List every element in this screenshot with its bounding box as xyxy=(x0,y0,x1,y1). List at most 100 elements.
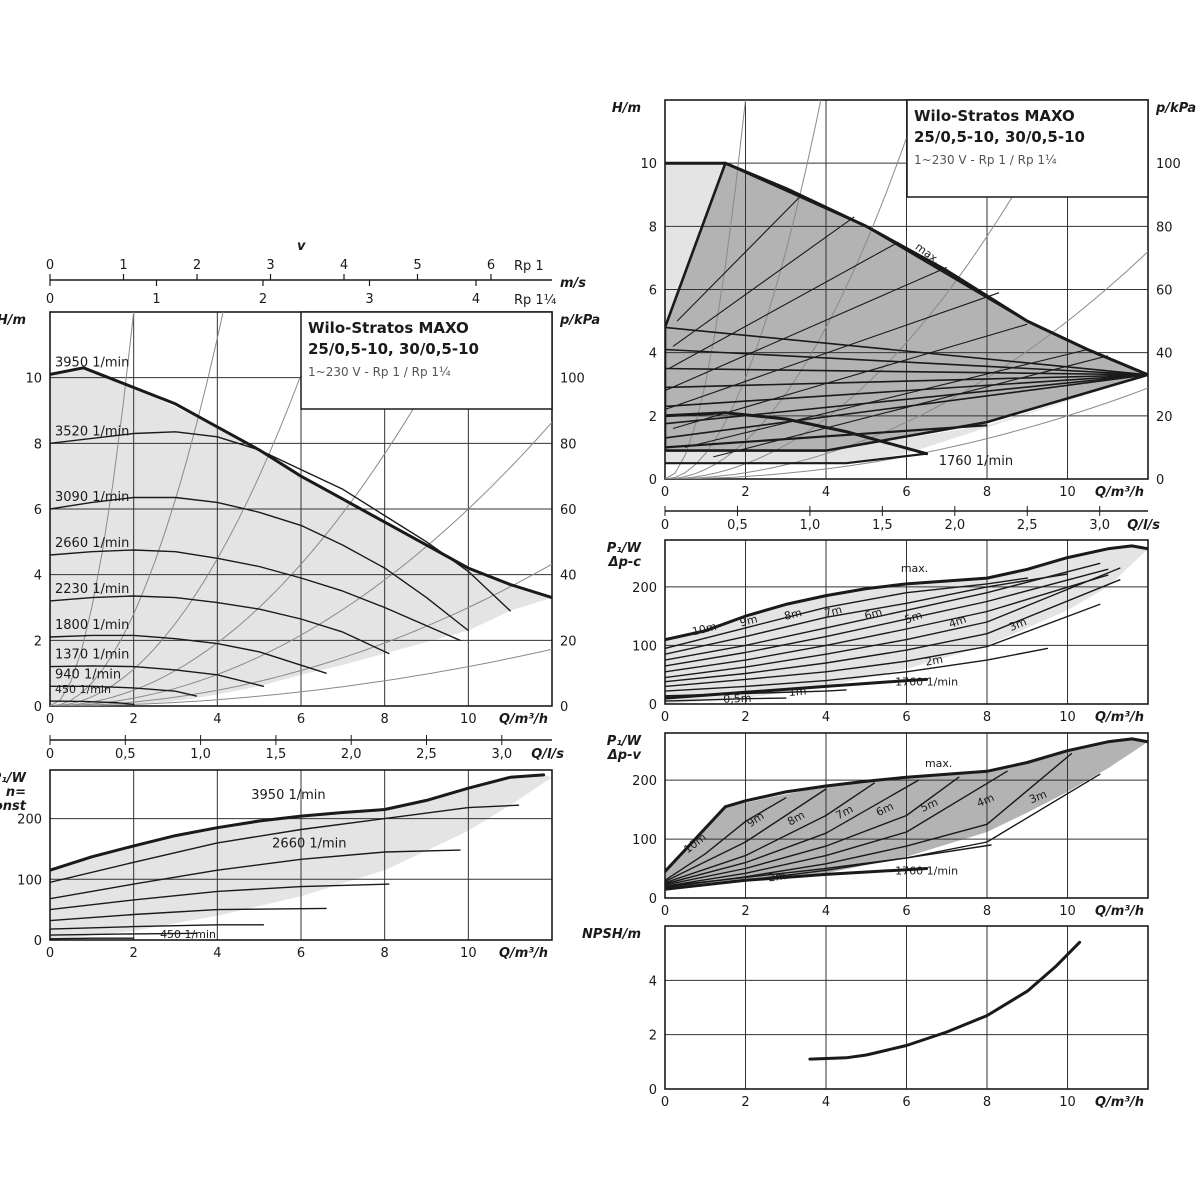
series-line xyxy=(665,773,1101,890)
series-line xyxy=(665,737,1148,873)
series-line xyxy=(50,700,135,706)
curve-label: 4m xyxy=(947,613,968,631)
series-label: 450 1/min xyxy=(160,928,216,941)
series-label: 2660 1/min xyxy=(55,536,129,551)
product-info-box-left: Wilo-Stratos MAXO 25/0,5-10, 30/0,5-10 1… xyxy=(300,311,553,410)
secondary-axis-tick-label: 2,0 xyxy=(341,747,362,762)
series-line xyxy=(50,849,461,900)
y2-tick-label: 60 xyxy=(1156,284,1173,299)
series-line xyxy=(665,577,1028,650)
plot-frame xyxy=(664,732,1149,899)
x-tick-label: 4 xyxy=(213,712,221,727)
system-curve xyxy=(50,563,552,706)
x-tick-label: 8 xyxy=(381,712,389,727)
series-line xyxy=(665,770,1008,887)
y-tick-label: 8 xyxy=(649,220,657,235)
y-tick-label: 0 xyxy=(34,934,42,949)
curve-label: 6m xyxy=(863,605,884,622)
secondary-axis-tick-label: 1,0 xyxy=(190,747,211,762)
curve-label: 8m xyxy=(783,606,803,623)
series-label: 3950 1/min xyxy=(251,788,325,803)
series-line xyxy=(665,689,847,697)
y2-tick-label: 80 xyxy=(1156,220,1173,235)
series-line xyxy=(665,752,1073,889)
series-label: 1800 1/min xyxy=(55,618,129,633)
area-edge-line xyxy=(665,424,988,449)
x-tick-label: 10 xyxy=(1059,904,1076,919)
product-title: Wilo-Stratos MAXO xyxy=(914,107,1075,125)
x-tick-label: 4 xyxy=(822,904,830,919)
y2-tick-label: 100 xyxy=(1156,157,1181,172)
series-label: 3090 1/min xyxy=(55,490,129,505)
y2-tick-label: 0 xyxy=(1156,473,1164,488)
x-tick-label: 2 xyxy=(130,946,138,961)
y-tick-label: 200 xyxy=(632,774,657,789)
y-axis-label: H/m xyxy=(612,101,641,116)
secondary-axis-tick-label: 3,0 xyxy=(1089,518,1110,533)
series-line xyxy=(50,685,198,697)
y-tick-label: 200 xyxy=(632,581,657,596)
secondary-axis-tick-label: 2,5 xyxy=(416,747,437,762)
series-line xyxy=(665,697,787,702)
series-group-left_power_n_const xyxy=(50,773,546,940)
y-tick-label: 10 xyxy=(25,372,42,387)
curve-label: 2m xyxy=(768,869,787,884)
secondary-axis-tick-label: 3,0 xyxy=(491,747,512,762)
y-axis-label: NPSH/m xyxy=(582,927,641,942)
series-line xyxy=(665,788,827,883)
series-label: 3520 1/min xyxy=(55,424,129,439)
product-subtitle: 1~230 V - Rp 1 / Rp 1¼ xyxy=(914,153,1057,167)
y-tick-label: 4 xyxy=(649,347,657,362)
x-axis-label: Q/m³/h xyxy=(499,712,548,727)
y-axis-label-extra: Δp-c xyxy=(608,555,642,570)
series-group-right_head_dp xyxy=(665,161,1148,465)
secondary-axis-tick-label: 1,5 xyxy=(872,518,893,533)
series-group-right_power_dp_c xyxy=(665,544,1148,702)
x-tick-label: 0 xyxy=(661,710,669,725)
y-axis-label-extra: Δp-v xyxy=(607,748,642,763)
series-line xyxy=(665,568,1109,667)
y-axis-label: P₁/W xyxy=(607,734,642,749)
series-line xyxy=(50,366,552,600)
series-line xyxy=(665,544,1148,642)
y-tick-label: 2 xyxy=(34,634,42,649)
series-line xyxy=(50,431,511,612)
series-label: 940 1/min xyxy=(55,667,121,682)
x-tick-label: 6 xyxy=(902,1095,910,1110)
control-cross-line xyxy=(672,216,855,347)
y-tick-label: 100 xyxy=(632,833,657,848)
series-line xyxy=(665,411,929,456)
product-subtitle: 1~230 V - Rp 1 / Rp 1¼ xyxy=(308,365,451,379)
product-title: Wilo-Stratos MAXO xyxy=(308,319,469,337)
y2-tick-label: 20 xyxy=(560,634,577,649)
curve-label: 7m xyxy=(823,603,843,620)
series-line xyxy=(665,779,920,885)
x-tick-label: 2 xyxy=(741,1095,749,1110)
series-line xyxy=(50,665,265,687)
product-model: 25/0,5-10, 30/0,5-10 xyxy=(914,128,1085,146)
series-label: 2230 1/min xyxy=(55,582,129,597)
x-tick-label: 8 xyxy=(983,904,991,919)
velocity-rp1-tick-label: 6 xyxy=(487,258,495,273)
velocity-rp114-tick-label: 2 xyxy=(259,292,267,307)
curve-label: 1760 1/min xyxy=(895,675,958,688)
plot-frame xyxy=(664,925,1149,1090)
y2-tick-label: 40 xyxy=(1156,347,1173,362)
series-line xyxy=(665,603,1101,688)
y-tick-label: 4 xyxy=(34,569,42,584)
x-tick-label: 4 xyxy=(822,485,830,500)
series-line xyxy=(50,937,135,940)
y-tick-label: 200 xyxy=(17,813,42,828)
system-curve xyxy=(50,312,224,706)
series-line xyxy=(665,579,1121,683)
area-edge-line xyxy=(665,452,927,465)
velocity-rp1-tick-label: 0 xyxy=(46,258,54,273)
text-layer: 02468100246810Q/m³/hH/m020406080100p/kPa… xyxy=(0,101,1196,1110)
y-tick-label: 6 xyxy=(649,284,657,299)
series-line xyxy=(665,574,1109,673)
velocity-scale: v m/s Rp 1 Rp 1¼ xyxy=(50,239,586,308)
control-cross-line xyxy=(665,292,1000,411)
secondary-axis-label: Q/l/s xyxy=(531,747,564,762)
series-line xyxy=(50,773,546,872)
x-tick-label: 2 xyxy=(130,712,138,727)
